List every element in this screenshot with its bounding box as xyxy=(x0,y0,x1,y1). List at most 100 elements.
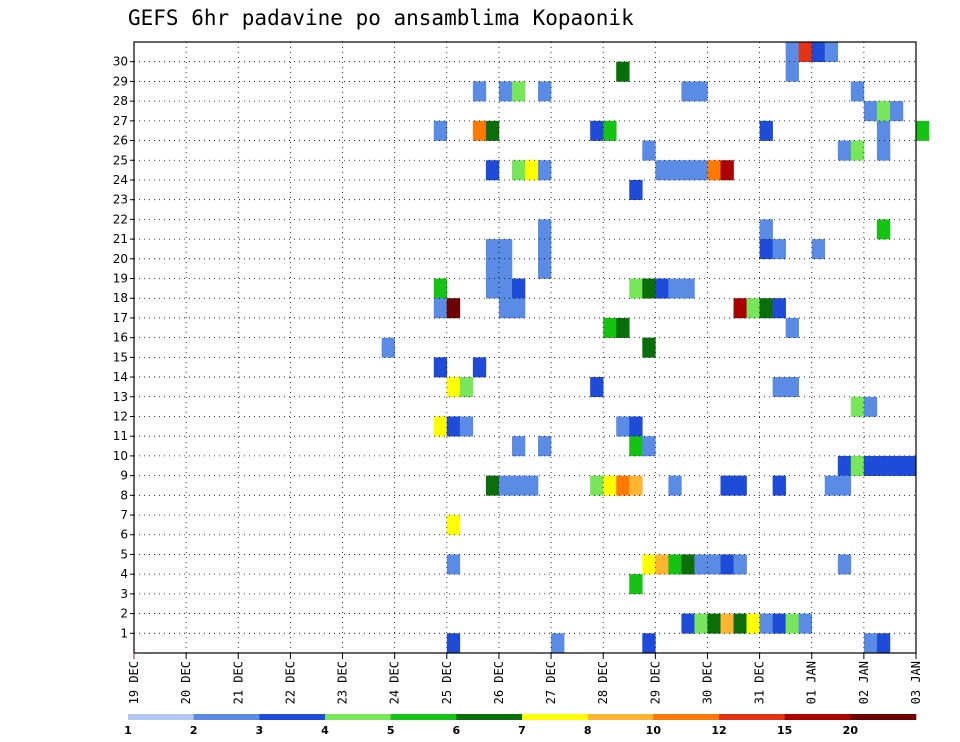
y-tick-label: 16 xyxy=(113,331,128,345)
data-cell xyxy=(446,515,461,536)
colorbar-label: 6 xyxy=(453,724,461,737)
data-cell xyxy=(485,278,500,299)
data-cell xyxy=(759,239,773,260)
data-cell xyxy=(772,475,786,496)
data-cell xyxy=(629,574,643,595)
data-cell xyxy=(798,613,813,634)
data-cell xyxy=(733,613,747,634)
data-cell xyxy=(720,554,734,575)
data-cell xyxy=(616,317,630,338)
data-cell xyxy=(863,396,878,417)
data-cell xyxy=(876,120,891,141)
data-cell xyxy=(629,179,643,200)
data-cell xyxy=(720,160,734,181)
data-cell xyxy=(746,613,760,634)
data-cell xyxy=(655,160,669,181)
colorbar-label: 10 xyxy=(646,724,662,737)
data-cell xyxy=(863,455,878,476)
data-cell xyxy=(538,160,552,181)
colorbar-segment xyxy=(719,714,785,720)
data-cell xyxy=(850,396,865,417)
data-cell xyxy=(876,219,891,240)
data-cell xyxy=(498,81,513,102)
colorbar-segment xyxy=(259,714,326,720)
data-cell xyxy=(616,475,630,496)
data-cell xyxy=(733,554,747,575)
data-cell xyxy=(876,633,891,654)
colorbar-segment xyxy=(325,714,391,720)
plot-area xyxy=(134,42,916,653)
data-cell xyxy=(446,298,461,319)
y-tick-label: 1 xyxy=(120,626,128,640)
data-cell xyxy=(511,298,526,319)
y-tick-label: 25 xyxy=(113,153,128,167)
x-tick-label: 24 DEC xyxy=(388,661,402,704)
x-tick-label: 20 DEC xyxy=(179,661,193,704)
colorbar-label: 8 xyxy=(584,724,592,737)
data-cell xyxy=(459,416,474,437)
data-cell xyxy=(590,475,604,496)
data-cell xyxy=(629,436,643,457)
data-cell xyxy=(681,554,695,575)
colorbar-label: 12 xyxy=(711,724,726,737)
colorbar-segment xyxy=(193,714,260,720)
data-cell xyxy=(655,554,669,575)
data-cell xyxy=(772,613,786,634)
data-cell xyxy=(472,357,487,378)
x-tick-label: 26 DEC xyxy=(492,661,506,704)
data-cell xyxy=(381,337,395,358)
data-cell xyxy=(785,42,799,63)
x-tick-label: 29 DEC xyxy=(648,661,662,704)
data-cell xyxy=(785,613,799,634)
y-tick-label: 13 xyxy=(113,390,128,404)
y-tick-label: 3 xyxy=(120,587,128,601)
y-tick-label: 20 xyxy=(113,252,128,266)
data-cell xyxy=(590,120,604,141)
data-cell xyxy=(850,140,865,161)
data-cell xyxy=(642,436,656,457)
data-cell xyxy=(538,239,552,260)
colorbar-label: 20 xyxy=(843,724,859,737)
data-cell xyxy=(681,613,695,634)
x-tick-label: 01 JAN xyxy=(805,661,819,704)
data-cell xyxy=(916,120,930,141)
data-cell xyxy=(498,278,513,299)
y-tick-label: 11 xyxy=(113,429,128,443)
data-cell xyxy=(629,475,643,496)
data-cell xyxy=(707,613,721,634)
colorbar-label: 4 xyxy=(321,724,329,737)
data-cell xyxy=(759,219,773,240)
x-tick-label: 02 JAN xyxy=(857,661,871,704)
y-tick-label: 6 xyxy=(120,528,128,542)
colorbar-segment xyxy=(522,714,588,720)
colorbar-segment xyxy=(390,714,457,720)
data-cell xyxy=(876,455,891,476)
data-cell xyxy=(681,81,695,102)
data-cell xyxy=(837,455,852,476)
y-tick-label: 15 xyxy=(113,350,128,364)
data-cell xyxy=(733,298,747,319)
y-tick-label: 9 xyxy=(120,469,128,483)
data-cell xyxy=(616,61,630,82)
data-cell xyxy=(707,160,721,181)
data-cell xyxy=(668,475,682,496)
colorbar-segment xyxy=(128,714,194,720)
data-cell xyxy=(746,298,760,319)
data-cell xyxy=(551,633,565,654)
y-tick-label: 24 xyxy=(113,173,128,187)
data-cell xyxy=(616,416,630,437)
y-tick-label: 18 xyxy=(113,291,128,305)
data-cell xyxy=(694,81,708,102)
x-tick-label: 27 DEC xyxy=(544,661,558,704)
y-tick-label: 14 xyxy=(113,370,128,384)
data-cell xyxy=(629,278,643,299)
plot-frame xyxy=(133,41,917,654)
data-cell xyxy=(538,436,552,457)
colorbar-label: 5 xyxy=(387,724,395,737)
data-cell xyxy=(433,298,448,319)
y-tick-label: 19 xyxy=(113,272,128,286)
data-cell xyxy=(824,42,839,63)
data-cell xyxy=(642,278,656,299)
data-cell xyxy=(694,613,708,634)
